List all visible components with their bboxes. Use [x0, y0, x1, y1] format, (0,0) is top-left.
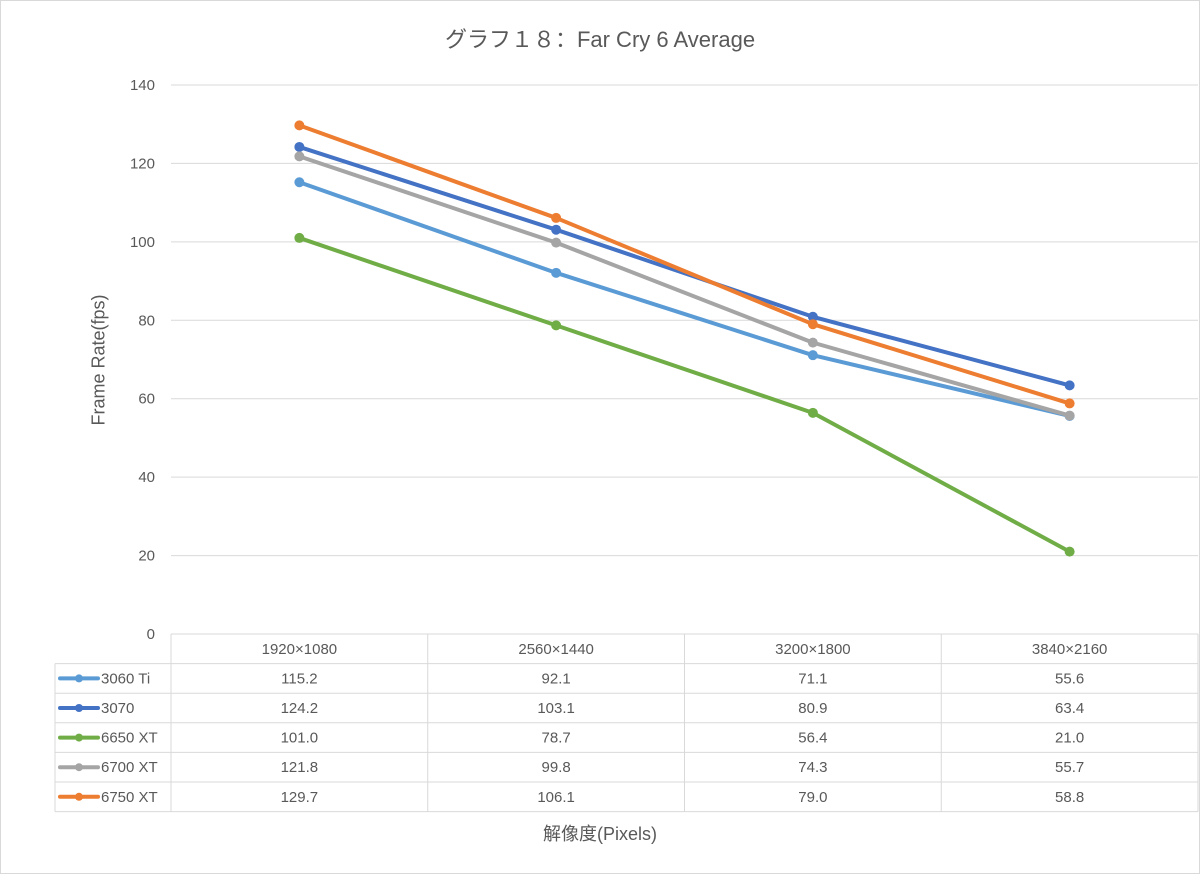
y-tick-label: 60 — [138, 391, 155, 408]
series-line — [297, 154, 1072, 418]
legend-key-marker — [75, 763, 83, 772]
data-point — [807, 407, 818, 418]
data-point — [294, 120, 305, 131]
y-tick-label: 0 — [147, 626, 155, 643]
legend-label: 6750 XT — [101, 789, 158, 806]
y-tick-label: 40 — [138, 469, 155, 486]
table-value: 99.8 — [542, 759, 571, 776]
series-line — [297, 144, 1072, 388]
legend-key-marker — [75, 792, 83, 801]
table-value: 115.2 — [281, 670, 317, 687]
data-point — [551, 320, 562, 331]
data-point — [294, 232, 305, 243]
data-point — [294, 141, 305, 152]
legend-key-marker — [75, 674, 83, 683]
x-axis-title: 解像度(Pixels) — [542, 824, 657, 844]
data-point — [1064, 546, 1075, 557]
data-point — [1064, 410, 1075, 421]
data-point — [1064, 398, 1075, 409]
data-point — [551, 267, 562, 278]
table-value: 55.7 — [1055, 759, 1084, 776]
legend-label: 6700 XT — [101, 759, 158, 776]
table-value: 103.1 — [537, 700, 575, 717]
category-label: 3840×2160 — [1032, 641, 1108, 658]
table-value: 129.7 — [281, 789, 319, 806]
data-point — [551, 212, 562, 223]
data-point — [807, 337, 818, 348]
data-point — [807, 311, 818, 322]
table-value: 78.7 — [542, 730, 571, 747]
table-value: 56.4 — [798, 730, 827, 747]
table-value: 79.0 — [798, 789, 827, 806]
table-value: 55.6 — [1055, 670, 1084, 687]
table-value: 106.1 — [537, 789, 575, 806]
legend-key-marker — [75, 704, 83, 712]
table-value: 121.8 — [281, 759, 319, 776]
table-value: 101.0 — [281, 730, 319, 747]
table-value: 71.1 — [798, 670, 827, 687]
y-tick-label: 120 — [130, 155, 155, 172]
data-point — [294, 177, 305, 188]
y-tick-label: 80 — [138, 312, 155, 329]
series-line — [297, 123, 1072, 406]
legend-label: 6650 XT — [101, 730, 158, 747]
table-value: 63.4 — [1055, 700, 1084, 717]
category-label: 1920×1080 — [262, 641, 338, 658]
data-point — [294, 151, 305, 162]
table-value: 21.0 — [1055, 730, 1084, 747]
data-point — [1064, 380, 1075, 391]
category-label: 2560×1440 — [518, 641, 594, 658]
table-value: 92.1 — [542, 670, 571, 687]
series-line — [297, 235, 1072, 554]
data-point — [551, 237, 562, 248]
data-point — [551, 224, 562, 235]
y-tick-label: 20 — [138, 548, 155, 565]
category-label: 3200×1800 — [775, 641, 851, 658]
data-point — [807, 350, 818, 361]
series-line — [297, 180, 1072, 418]
legend-label: 3060 Ti — [101, 670, 150, 687]
y-tick-label: 100 — [130, 234, 155, 251]
table-value: 124.2 — [281, 700, 319, 717]
table-value: 80.9 — [798, 700, 827, 717]
chart-title: グラフ１８：Far Cry 6 Average — [444, 27, 756, 52]
legend-key-marker — [75, 733, 83, 742]
legend-label: 3070 — [101, 700, 134, 717]
y-tick-label: 140 — [130, 77, 155, 94]
data-point — [807, 319, 818, 330]
table-value: 74.3 — [798, 759, 827, 776]
table-value: 58.8 — [1055, 789, 1084, 806]
